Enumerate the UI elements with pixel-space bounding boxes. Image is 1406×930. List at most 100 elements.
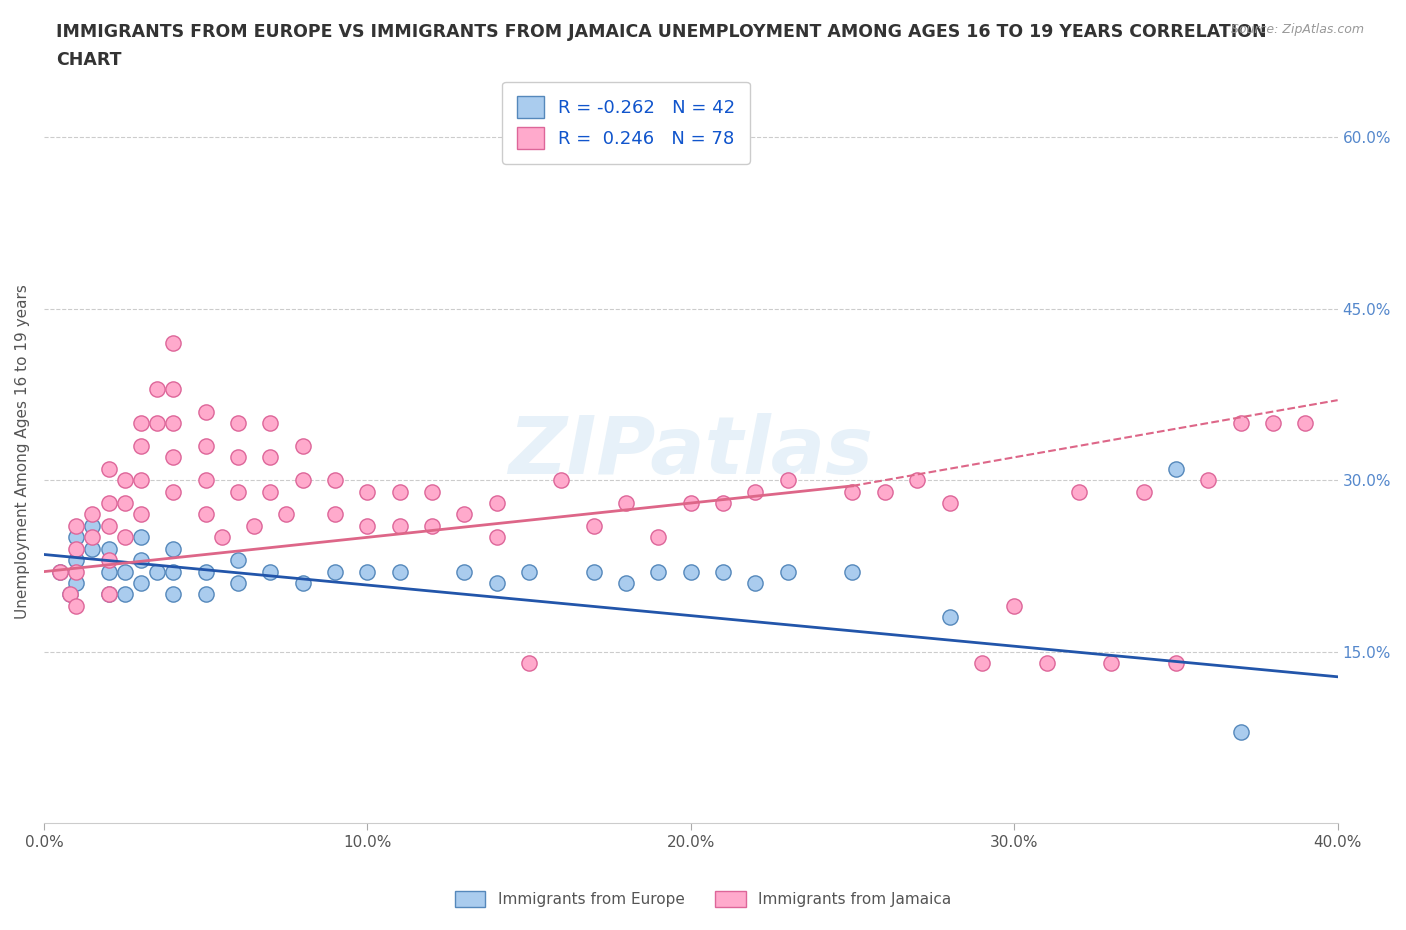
Point [129, 576, 152, 591]
Point [49, 565, 72, 579]
Point [970, 656, 993, 671]
Point [1035, 656, 1057, 671]
Point [1099, 656, 1122, 671]
Point [65, 518, 87, 533]
Point [97, 552, 120, 567]
Point [905, 472, 928, 487]
Point [162, 587, 184, 602]
Point [226, 416, 249, 431]
Point [776, 565, 799, 579]
Point [82, 507, 104, 522]
Point [59, 587, 82, 602]
Point [97, 541, 120, 556]
Point [194, 587, 217, 602]
Point [1164, 461, 1187, 476]
Point [259, 416, 281, 431]
Point [211, 530, 233, 545]
Point [679, 496, 702, 511]
Point [65, 576, 87, 591]
Point [162, 416, 184, 431]
Point [97, 565, 120, 579]
Point [841, 485, 863, 499]
Point [65, 541, 87, 556]
Point [194, 507, 217, 522]
Point [259, 450, 281, 465]
Point [194, 438, 217, 453]
Point [129, 507, 152, 522]
Legend: Immigrants from Europe, Immigrants from Jamaica: Immigrants from Europe, Immigrants from … [449, 884, 957, 913]
Point [550, 472, 572, 487]
Point [323, 565, 346, 579]
Point [97, 518, 120, 533]
Point [226, 485, 249, 499]
Text: Source: ZipAtlas.com: Source: ZipAtlas.com [1230, 23, 1364, 36]
Point [97, 587, 120, 602]
Point [65, 552, 87, 567]
Point [114, 565, 136, 579]
Point [485, 530, 508, 545]
Point [323, 472, 346, 487]
Point [841, 565, 863, 579]
Point [162, 485, 184, 499]
Point [114, 472, 136, 487]
Text: ZIPatlas: ZIPatlas [508, 413, 873, 491]
Point [114, 530, 136, 545]
Point [679, 565, 702, 579]
Point [1229, 724, 1251, 739]
Point [97, 587, 120, 602]
Point [146, 565, 169, 579]
Point [65, 599, 87, 614]
Y-axis label: Unemployment Among Ages 16 to 19 years: Unemployment Among Ages 16 to 19 years [15, 285, 30, 619]
Point [388, 565, 411, 579]
Point [97, 461, 120, 476]
Point [129, 552, 152, 567]
Point [226, 576, 249, 591]
Point [243, 518, 266, 533]
Text: IMMIGRANTS FROM EUROPE VS IMMIGRANTS FROM JAMAICA UNEMPLOYMENT AMONG AGES 16 TO : IMMIGRANTS FROM EUROPE VS IMMIGRANTS FRO… [56, 23, 1267, 41]
Point [65, 530, 87, 545]
Point [453, 565, 475, 579]
Legend: R = -0.262   N = 42, R =  0.246   N = 78: R = -0.262 N = 42, R = 0.246 N = 78 [502, 82, 749, 164]
Point [129, 472, 152, 487]
Point [323, 507, 346, 522]
Point [82, 541, 104, 556]
Point [259, 565, 281, 579]
Point [194, 565, 217, 579]
Point [162, 541, 184, 556]
Point [114, 587, 136, 602]
Point [517, 656, 540, 671]
Text: CHART: CHART [56, 51, 122, 69]
Point [82, 530, 104, 545]
Point [1197, 472, 1219, 487]
Point [1132, 485, 1154, 499]
Point [776, 472, 799, 487]
Point [1002, 599, 1025, 614]
Point [59, 587, 82, 602]
Point [291, 472, 314, 487]
Point [614, 496, 637, 511]
Point [146, 381, 169, 396]
Point [129, 416, 152, 431]
Point [259, 485, 281, 499]
Point [1164, 656, 1187, 671]
Point [388, 518, 411, 533]
Point [82, 518, 104, 533]
Point [744, 576, 766, 591]
Point [873, 485, 896, 499]
Point [938, 496, 960, 511]
Point [1067, 485, 1090, 499]
Point [647, 530, 669, 545]
Point [146, 416, 169, 431]
Point [226, 552, 249, 567]
Point [194, 405, 217, 419]
Point [517, 565, 540, 579]
Point [711, 496, 734, 511]
Point [49, 565, 72, 579]
Point [129, 530, 152, 545]
Point [162, 450, 184, 465]
Point [711, 565, 734, 579]
Point [97, 496, 120, 511]
Point [162, 336, 184, 351]
Point [291, 438, 314, 453]
Point [420, 518, 443, 533]
